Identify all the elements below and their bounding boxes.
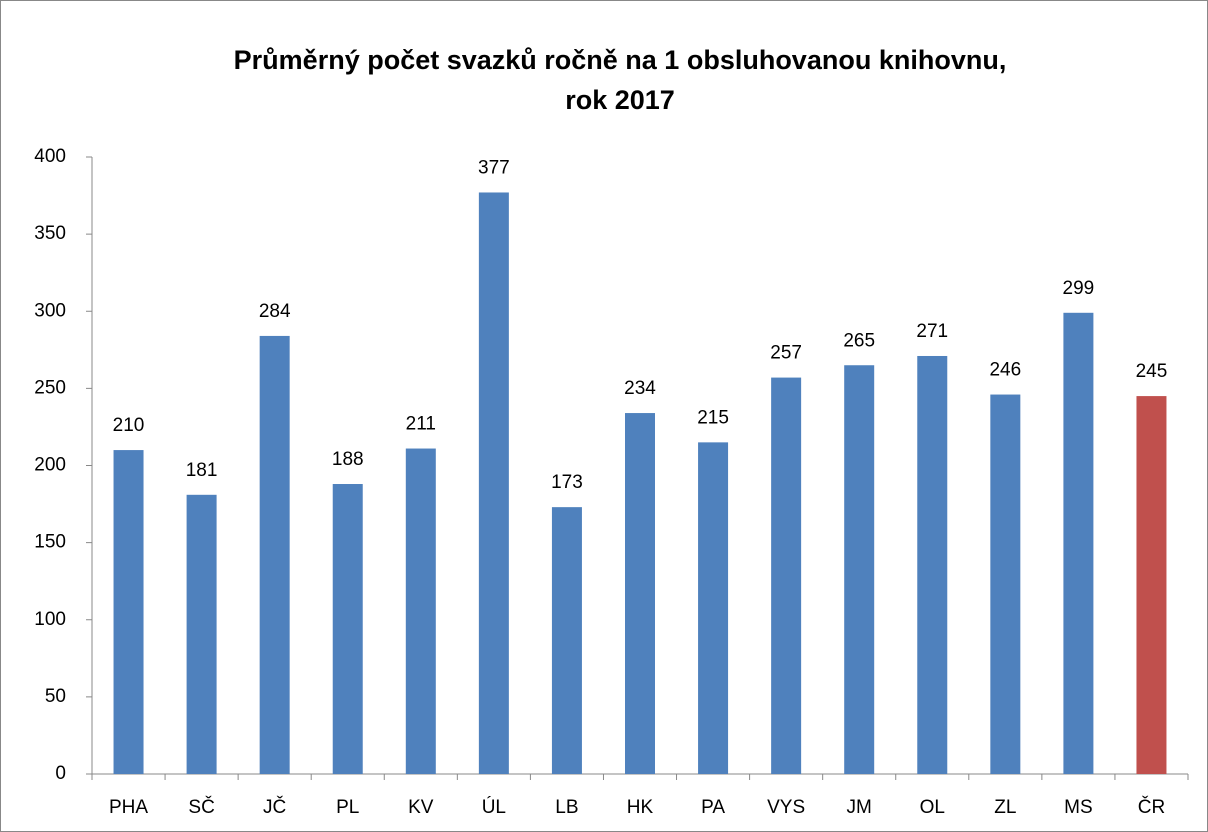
y-tick-label: 100 [34, 609, 66, 630]
x-tick-label: PHA [109, 797, 148, 818]
y-tick-label: 400 [34, 146, 66, 167]
bar [113, 450, 144, 774]
y-tick-label: 150 [34, 532, 66, 553]
bar [990, 394, 1021, 774]
bar [259, 335, 290, 774]
y-tick-label: 50 [45, 686, 66, 707]
bar [698, 442, 729, 774]
y-tick-label: 250 [34, 377, 66, 398]
chart-title: Průměrný počet svazků ročně na 1 obsluho… [234, 45, 1007, 75]
value-label: 299 [1063, 278, 1095, 299]
value-label: 265 [843, 330, 875, 351]
value-label: 246 [989, 360, 1021, 381]
bar [332, 484, 363, 774]
bar [551, 507, 582, 774]
x-tick-label: SČ [188, 796, 214, 818]
x-tick-label: JČ [263, 796, 286, 818]
value-label: 188 [332, 449, 364, 470]
value-label: 211 [406, 414, 436, 435]
bar [917, 355, 948, 774]
value-label: 173 [551, 472, 583, 493]
y-tick-label: 350 [34, 223, 66, 244]
y-tick-label: 200 [34, 455, 66, 476]
bar [1063, 312, 1094, 774]
y-tick-label: 300 [34, 300, 66, 321]
value-label: 181 [186, 460, 218, 481]
value-label: 245 [1136, 361, 1168, 382]
x-tick-label: KV [408, 797, 434, 818]
x-tick-label: ČR [1138, 796, 1165, 818]
value-label: 257 [770, 343, 802, 364]
value-label: 215 [697, 407, 729, 428]
value-label: 210 [113, 415, 145, 436]
value-label: 377 [478, 157, 510, 178]
bar [478, 192, 509, 775]
value-label: 271 [916, 321, 948, 342]
x-tick-label: PA [701, 797, 725, 818]
x-tick-label: ZL [994, 797, 1016, 818]
x-tick-label: MS [1064, 797, 1093, 818]
value-label: 284 [259, 301, 291, 322]
x-tick-label: JM [847, 797, 872, 818]
x-tick-label: VYS [767, 797, 805, 818]
x-tick-label: HK [627, 797, 654, 818]
bar [186, 494, 217, 774]
bar [405, 448, 436, 774]
x-tick-label: ÚL [482, 796, 506, 818]
bar [625, 413, 655, 774]
bar [844, 365, 875, 774]
x-tick-label: LB [555, 797, 578, 818]
bar [771, 377, 802, 774]
value-label: 234 [624, 378, 656, 399]
x-tick-label: PL [336, 797, 359, 818]
y-tick-label: 0 [55, 763, 66, 784]
chart-title: rok 2017 [565, 85, 675, 115]
bar [1136, 396, 1167, 774]
x-tick-label: OL [920, 797, 945, 818]
